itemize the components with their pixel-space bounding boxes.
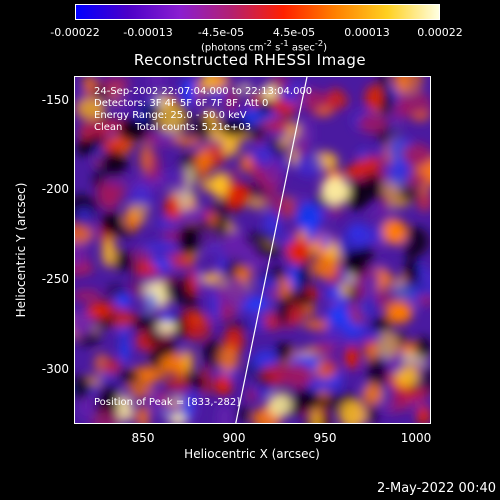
colorbar-units: (photons cm-2 s-1 asec-2) bbox=[200, 38, 328, 54]
colorbar-tick: -0.00013 bbox=[123, 26, 173, 39]
info-clean: Clean Total counts: 5.21e+03 bbox=[94, 122, 252, 133]
info-peak-position: Position of Peak = [833,-282] bbox=[94, 397, 241, 408]
colorbar-tick: 0.00022 bbox=[417, 26, 463, 39]
info-energy: Energy Range: 25.0 - 50.0 keV bbox=[94, 110, 247, 121]
y-axis-label: Heliocentric Y (arcsec) bbox=[14, 182, 28, 318]
colorbar-tick: -4.5e-05 bbox=[197, 26, 245, 39]
timestamp: 2-May-2022 00:40 bbox=[377, 481, 496, 496]
x-tick-label: 950 bbox=[313, 431, 337, 445]
y-tick-label: -150 bbox=[41, 93, 69, 107]
colorbar-tick: -0.00022 bbox=[50, 26, 100, 39]
rhessi-image bbox=[74, 76, 431, 424]
colorbar-tick: 0.00013 bbox=[344, 26, 390, 39]
info-detectors: Detectors: 3F 4F 5F 6F 7F 8F, Att 0 bbox=[94, 98, 269, 109]
x-tick-label: 1000 bbox=[400, 431, 432, 445]
y-tick-label: -200 bbox=[41, 182, 69, 196]
info-time-range: 24-Sep-2002 22:07:04.000 to 22:13:04.000 bbox=[94, 86, 313, 97]
y-tick-label: -250 bbox=[41, 272, 69, 286]
limb-line bbox=[235, 77, 308, 423]
colorbar bbox=[75, 4, 440, 20]
x-tick-label: 850 bbox=[131, 431, 155, 445]
x-tick-label: 900 bbox=[222, 431, 246, 445]
y-tick-label: -300 bbox=[41, 362, 69, 376]
x-axis-label: Heliocentric X (arcsec) bbox=[184, 447, 320, 461]
plot-title: Reconstructed RHESSI Image bbox=[133, 51, 367, 69]
colorbar-tick: 4.5e-05 bbox=[272, 26, 316, 39]
